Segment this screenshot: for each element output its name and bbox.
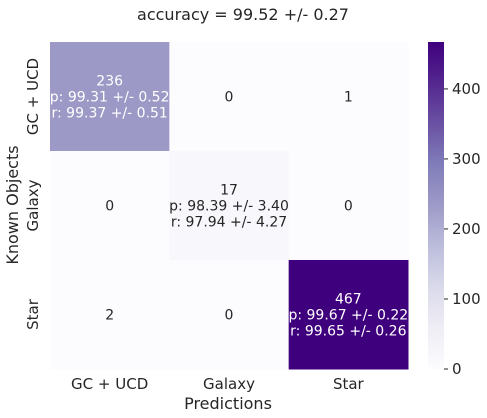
colorbar: 0 100 200 300 400 — [428, 42, 481, 378]
y-axis-label: Known Objects — [3, 145, 22, 264]
cell-annotation: 2 — [105, 308, 114, 324]
x-axis-label: Predictions — [184, 394, 272, 413]
cell-annotation: 0 — [105, 199, 114, 215]
cell-annotations: 236 p: 99.31 +/- 0.52 r: 99.37 +/- 0.51 0 1 0… — [50, 74, 408, 340]
cell-annotation-line: 0 — [225, 90, 234, 106]
cell-annotation-line: 0 — [344, 199, 353, 215]
colorbar-tick-label: 300 — [452, 150, 481, 168]
y-tick-label: GC + UCD — [24, 58, 42, 135]
cell-annotation: 1 — [344, 90, 353, 106]
heatmap-cell — [288, 42, 409, 152]
cell-annotation-line: 467 — [335, 292, 362, 308]
x-axis-ticks: GC + UCD Galaxy Star — [71, 375, 364, 393]
colorbar-tick-label: 400 — [452, 80, 481, 98]
cell-annotation-line: r: 97.94 +/- 4.27 — [171, 215, 287, 231]
cell-annotation: 0 — [225, 308, 234, 324]
colorbar-tick-label: 100 — [452, 290, 481, 308]
colorbar-gradient — [428, 42, 444, 369]
cell-annotation: 17 p: 98.39 +/- 3.40 r: 97.94 +/- 4.27 — [169, 183, 289, 231]
cell-annotation-line: 1 — [344, 90, 353, 106]
heatmap-cell — [50, 151, 170, 261]
colorbar-tick-label: 200 — [452, 220, 481, 238]
chart-title: accuracy = 99.52 +/- 0.27 — [137, 5, 349, 24]
y-axis-ticks: GC + UCD Galaxy Star — [24, 58, 42, 330]
heatmap-cell — [169, 151, 290, 261]
x-tick-label: GC + UCD — [71, 375, 148, 393]
colorbar-tick-label: 0 — [452, 360, 462, 378]
x-tick-label: Galaxy — [203, 375, 255, 393]
cell-annotation-line: p: 98.39 +/- 3.40 — [169, 199, 289, 215]
y-tick-label: Star — [24, 298, 42, 330]
heatmap-cell — [169, 260, 290, 370]
cell-annotation-line: 0 — [105, 199, 114, 215]
heatmap-cell — [50, 260, 170, 370]
y-tick-label: Galaxy — [24, 179, 42, 231]
cell-annotation-line: p: 99.67 +/- 0.22 — [288, 308, 408, 324]
cell-annotation-line: p: 99.31 +/- 0.52 — [50, 90, 170, 106]
cell-annotation: 0 — [225, 90, 234, 106]
cell-annotation-line: 0 — [225, 308, 234, 324]
cell-annotation: 236 p: 99.31 +/- 0.52 r: 99.37 +/- 0.51 — [50, 74, 170, 122]
cell-annotation-line: 236 — [96, 74, 123, 90]
heatmap-cell — [288, 151, 409, 261]
cell-annotation: 0 — [344, 199, 353, 215]
heatmap-cell — [169, 42, 290, 152]
heatmap-cell — [288, 260, 409, 370]
cell-annotation-line: r: 99.37 +/- 0.51 — [52, 106, 168, 122]
cell-annotation-line: 17 — [220, 183, 238, 199]
cell-annotation: 467 p: 99.67 +/- 0.22 r: 99.65 +/- 0.26 — [288, 292, 408, 340]
cell-annotation-line: r: 99.65 +/- 0.26 — [290, 324, 406, 340]
heatmap-cell — [50, 42, 170, 152]
x-tick-label: Star — [333, 375, 365, 393]
cell-annotation-line: 2 — [105, 308, 114, 324]
heatmap-cells — [50, 42, 409, 370]
